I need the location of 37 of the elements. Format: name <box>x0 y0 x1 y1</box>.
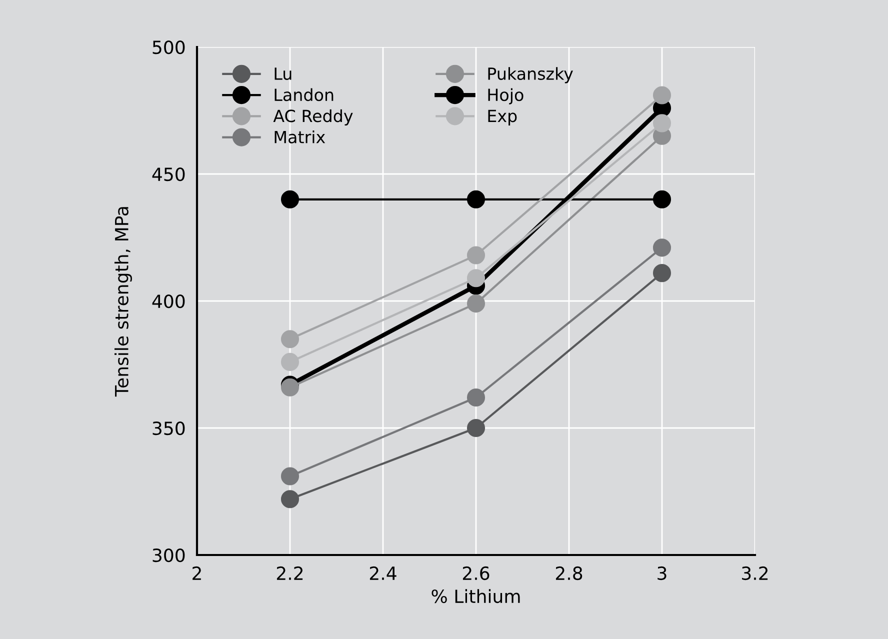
legend-label: Landon <box>274 88 334 102</box>
point <box>652 238 672 257</box>
legend-label: AC Reddy <box>273 109 353 126</box>
point <box>280 490 300 508</box>
point <box>652 86 672 104</box>
legend-label: Matrix <box>274 130 326 144</box>
point <box>466 190 486 208</box>
y-tick-label: 400 <box>152 294 185 308</box>
legend-label: Hojo <box>488 88 524 104</box>
point <box>280 330 300 348</box>
legend-label: Lu <box>274 68 292 80</box>
point <box>466 388 486 407</box>
point <box>466 269 486 288</box>
y-axis-title: Tensile strength, MPa <box>114 207 132 397</box>
point <box>466 418 486 438</box>
point <box>280 352 300 371</box>
point <box>280 190 300 208</box>
x-tick-label: 3.2 <box>742 566 768 580</box>
x-axis-title: % Lithium <box>432 589 520 604</box>
point <box>280 467 300 486</box>
x-tick-label: 3 <box>658 566 666 580</box>
x-tick-label: 2 <box>192 566 201 580</box>
x-tick-label: 2.4 <box>370 566 396 580</box>
x-tick-label: 2.6 <box>462 566 490 580</box>
y-tick-label: 500 <box>152 40 185 54</box>
x-tick-label: 2.2 <box>276 566 303 580</box>
legend-label: Pukanszky <box>488 67 573 84</box>
point <box>652 114 672 132</box>
y-tick-label: 450 <box>152 167 185 182</box>
y-tick-label: 300 <box>152 548 185 562</box>
legend-label: Exp <box>488 110 517 126</box>
point <box>652 264 672 282</box>
x-tick-label: 2.8 <box>556 566 582 580</box>
point <box>466 246 486 264</box>
point <box>466 294 486 313</box>
y-tick-label: 350 <box>152 421 185 436</box>
point <box>652 190 672 208</box>
